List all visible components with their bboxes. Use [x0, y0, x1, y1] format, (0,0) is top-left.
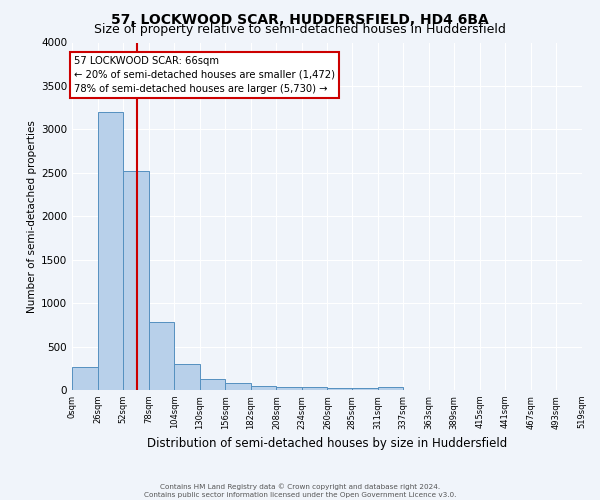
- Bar: [72, 368, 98, 390]
- Bar: [302, 388, 328, 390]
- Text: Size of property relative to semi-detached houses in Huddersfield: Size of property relative to semi-detach…: [94, 22, 506, 36]
- X-axis label: Distribution of semi-detached houses by size in Huddersfield: Distribution of semi-detached houses by …: [147, 437, 507, 450]
- Bar: [251, 386, 277, 390]
- Bar: [98, 112, 123, 390]
- Bar: [225, 383, 251, 390]
- Bar: [277, 387, 302, 390]
- Bar: [352, 388, 377, 390]
- Bar: [149, 322, 174, 390]
- Text: Contains HM Land Registry data © Crown copyright and database right 2024.
Contai: Contains HM Land Registry data © Crown c…: [144, 484, 456, 498]
- Bar: [377, 388, 403, 390]
- Y-axis label: Number of semi-detached properties: Number of semi-detached properties: [27, 120, 37, 312]
- Bar: [328, 388, 352, 390]
- Text: 57, LOCKWOOD SCAR, HUDDERSFIELD, HD4 6BA: 57, LOCKWOOD SCAR, HUDDERSFIELD, HD4 6BA: [111, 12, 489, 26]
- Bar: [200, 378, 225, 390]
- Bar: [174, 364, 200, 390]
- Bar: [123, 171, 149, 390]
- Text: 57 LOCKWOOD SCAR: 66sqm
← 20% of semi-detached houses are smaller (1,472)
78% of: 57 LOCKWOOD SCAR: 66sqm ← 20% of semi-de…: [74, 56, 335, 94]
